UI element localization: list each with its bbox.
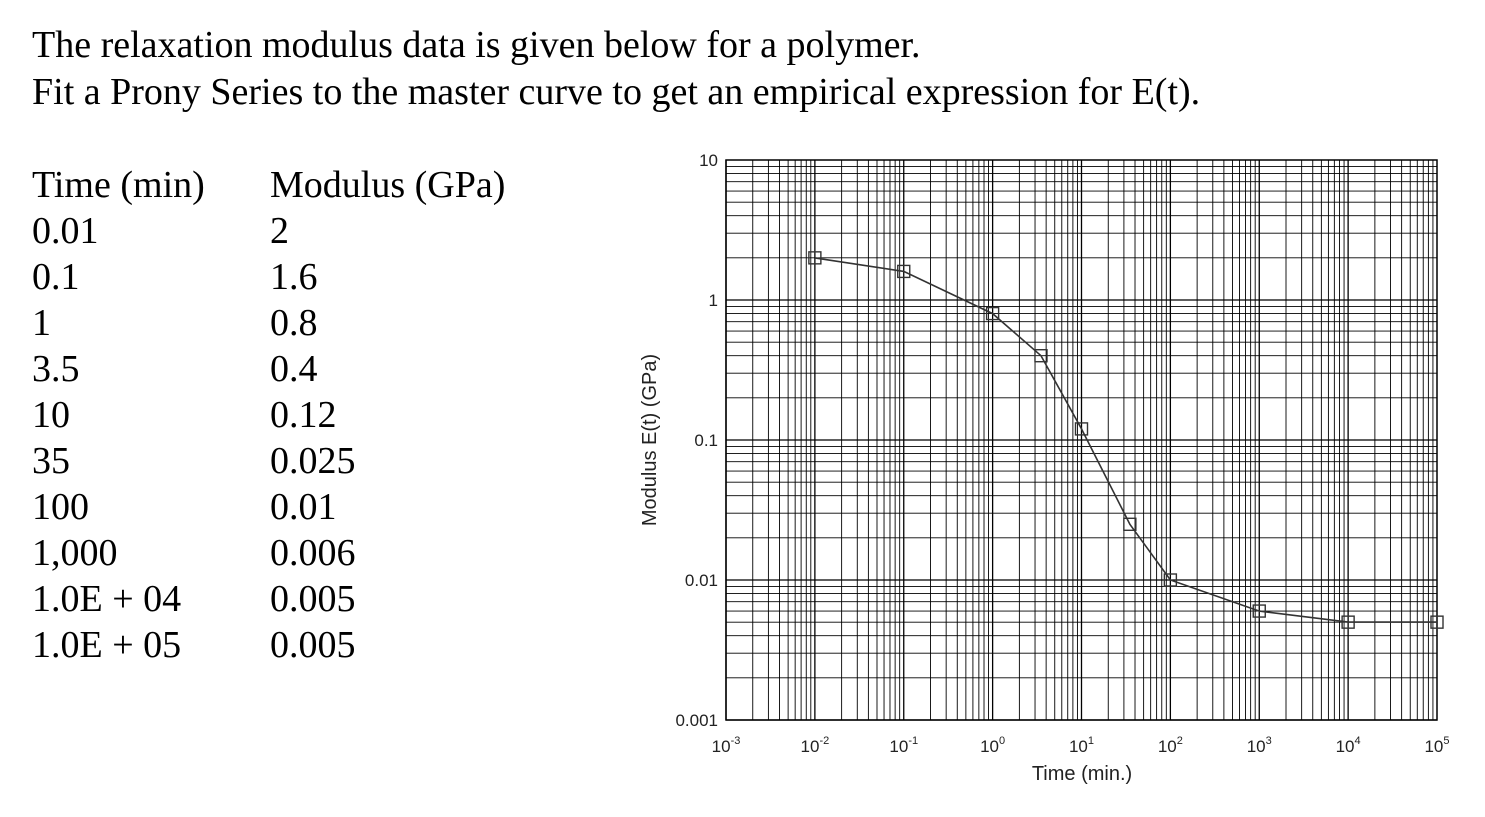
- data-point-marker: [1341, 615, 1355, 629]
- x-tick-label: 10-2: [801, 735, 830, 756]
- x-tick-label: 103: [1247, 735, 1272, 756]
- cell-modulus: 0.4: [270, 348, 318, 390]
- cell-time: 3.5: [32, 348, 80, 390]
- chart-axes: [725, 159, 1438, 721]
- y-tick-label: 0.01: [685, 571, 718, 590]
- cell-time: 10: [32, 394, 70, 436]
- problem-line-2: Fit a Prony Series to the master curve t…: [32, 71, 1201, 113]
- table-header-row: Time (min) Modulus (GPa): [32, 162, 505, 208]
- data-point-marker: [1034, 349, 1048, 363]
- y-tick-label: 0.1: [694, 431, 718, 450]
- table-row: 0.01 2: [32, 208, 505, 254]
- cell-modulus: 0.005: [270, 624, 356, 666]
- cell-time: 1.0E + 04: [32, 578, 182, 620]
- cell-time: 0.1: [32, 256, 80, 298]
- cell-modulus: 0.006: [270, 532, 356, 574]
- cell-modulus: 1.6: [270, 256, 318, 298]
- cell-modulus: 0.8: [270, 302, 318, 344]
- table-row: 100 0.01: [32, 484, 505, 530]
- plot-border: [725, 159, 1438, 721]
- table-row: 1.0E + 05 0.005: [32, 622, 505, 668]
- table-row: 35 0.025: [32, 438, 505, 484]
- data-point-marker: [1252, 604, 1266, 618]
- cell-modulus: 0.005: [270, 578, 356, 620]
- y-tick-label: 0.001: [675, 711, 718, 730]
- cell-modulus: 0.025: [270, 440, 356, 482]
- cell-time: 0.01: [32, 210, 99, 252]
- cell-time: 1.0E + 05: [32, 624, 182, 666]
- table-row: 0.1 1.6: [32, 254, 505, 300]
- problem-statement: The relaxation modulus data is given bel…: [32, 22, 1200, 116]
- y-tick-label: 1: [709, 291, 718, 310]
- chart-series: [808, 251, 1444, 629]
- x-tick-label: 102: [1158, 735, 1183, 756]
- table-row: 3.5 0.4: [32, 346, 505, 392]
- cell-modulus: 2: [270, 210, 289, 252]
- header-time: Time (min): [32, 164, 205, 206]
- modulus-chart: 10-3 10-2 10-1 100 101 102 103 104 1051010.10.01…: [639, 151, 1450, 785]
- y-tick-label: 10: [699, 151, 718, 170]
- data-point-marker: [1430, 615, 1444, 629]
- data-point-marker: [1163, 573, 1178, 587]
- data-point-marker: [808, 251, 822, 265]
- table-row: 1 0.8: [32, 300, 505, 346]
- x-tick-label: 105: [1424, 735, 1449, 756]
- cell-time: 35: [32, 440, 70, 482]
- x-tick-label: 104: [1336, 735, 1361, 756]
- cell-modulus: 0.01: [270, 486, 337, 528]
- data-point-marker: [897, 264, 911, 279]
- data-point-marker: [1123, 517, 1137, 531]
- chart-grid: [725, 160, 1437, 721]
- x-tick-label: 10-1: [889, 735, 918, 756]
- series-line: [814, 257, 1437, 623]
- x-tick-label: 10-3: [712, 735, 741, 756]
- header-modulus: Modulus (GPa): [270, 164, 506, 206]
- x-axis-title: Time (min.): [1032, 763, 1132, 785]
- table-row: 1,000 0.006: [32, 530, 505, 576]
- y-axis-title: Modulus E(t) (GPa): [639, 354, 661, 526]
- problem-line-1: The relaxation modulus data is given bel…: [32, 24, 921, 66]
- x-tick-label: 100: [980, 735, 1005, 756]
- x-tick-label: 101: [1069, 735, 1094, 756]
- cell-time: 1: [32, 302, 51, 344]
- data-point-marker: [1074, 422, 1089, 436]
- chart-tick-labels: 10-3 10-2 10-1 100 101 102 103 104 1051010.10.01…: [675, 151, 1449, 756]
- cell-modulus: 0.12: [270, 394, 337, 436]
- cell-time: 1,000: [32, 532, 118, 574]
- table-row: 1.0E + 04 0.005: [32, 576, 505, 622]
- data-point-marker: [985, 306, 1000, 321]
- table-row: 10 0.12: [32, 392, 505, 438]
- cell-time: 100: [32, 486, 89, 528]
